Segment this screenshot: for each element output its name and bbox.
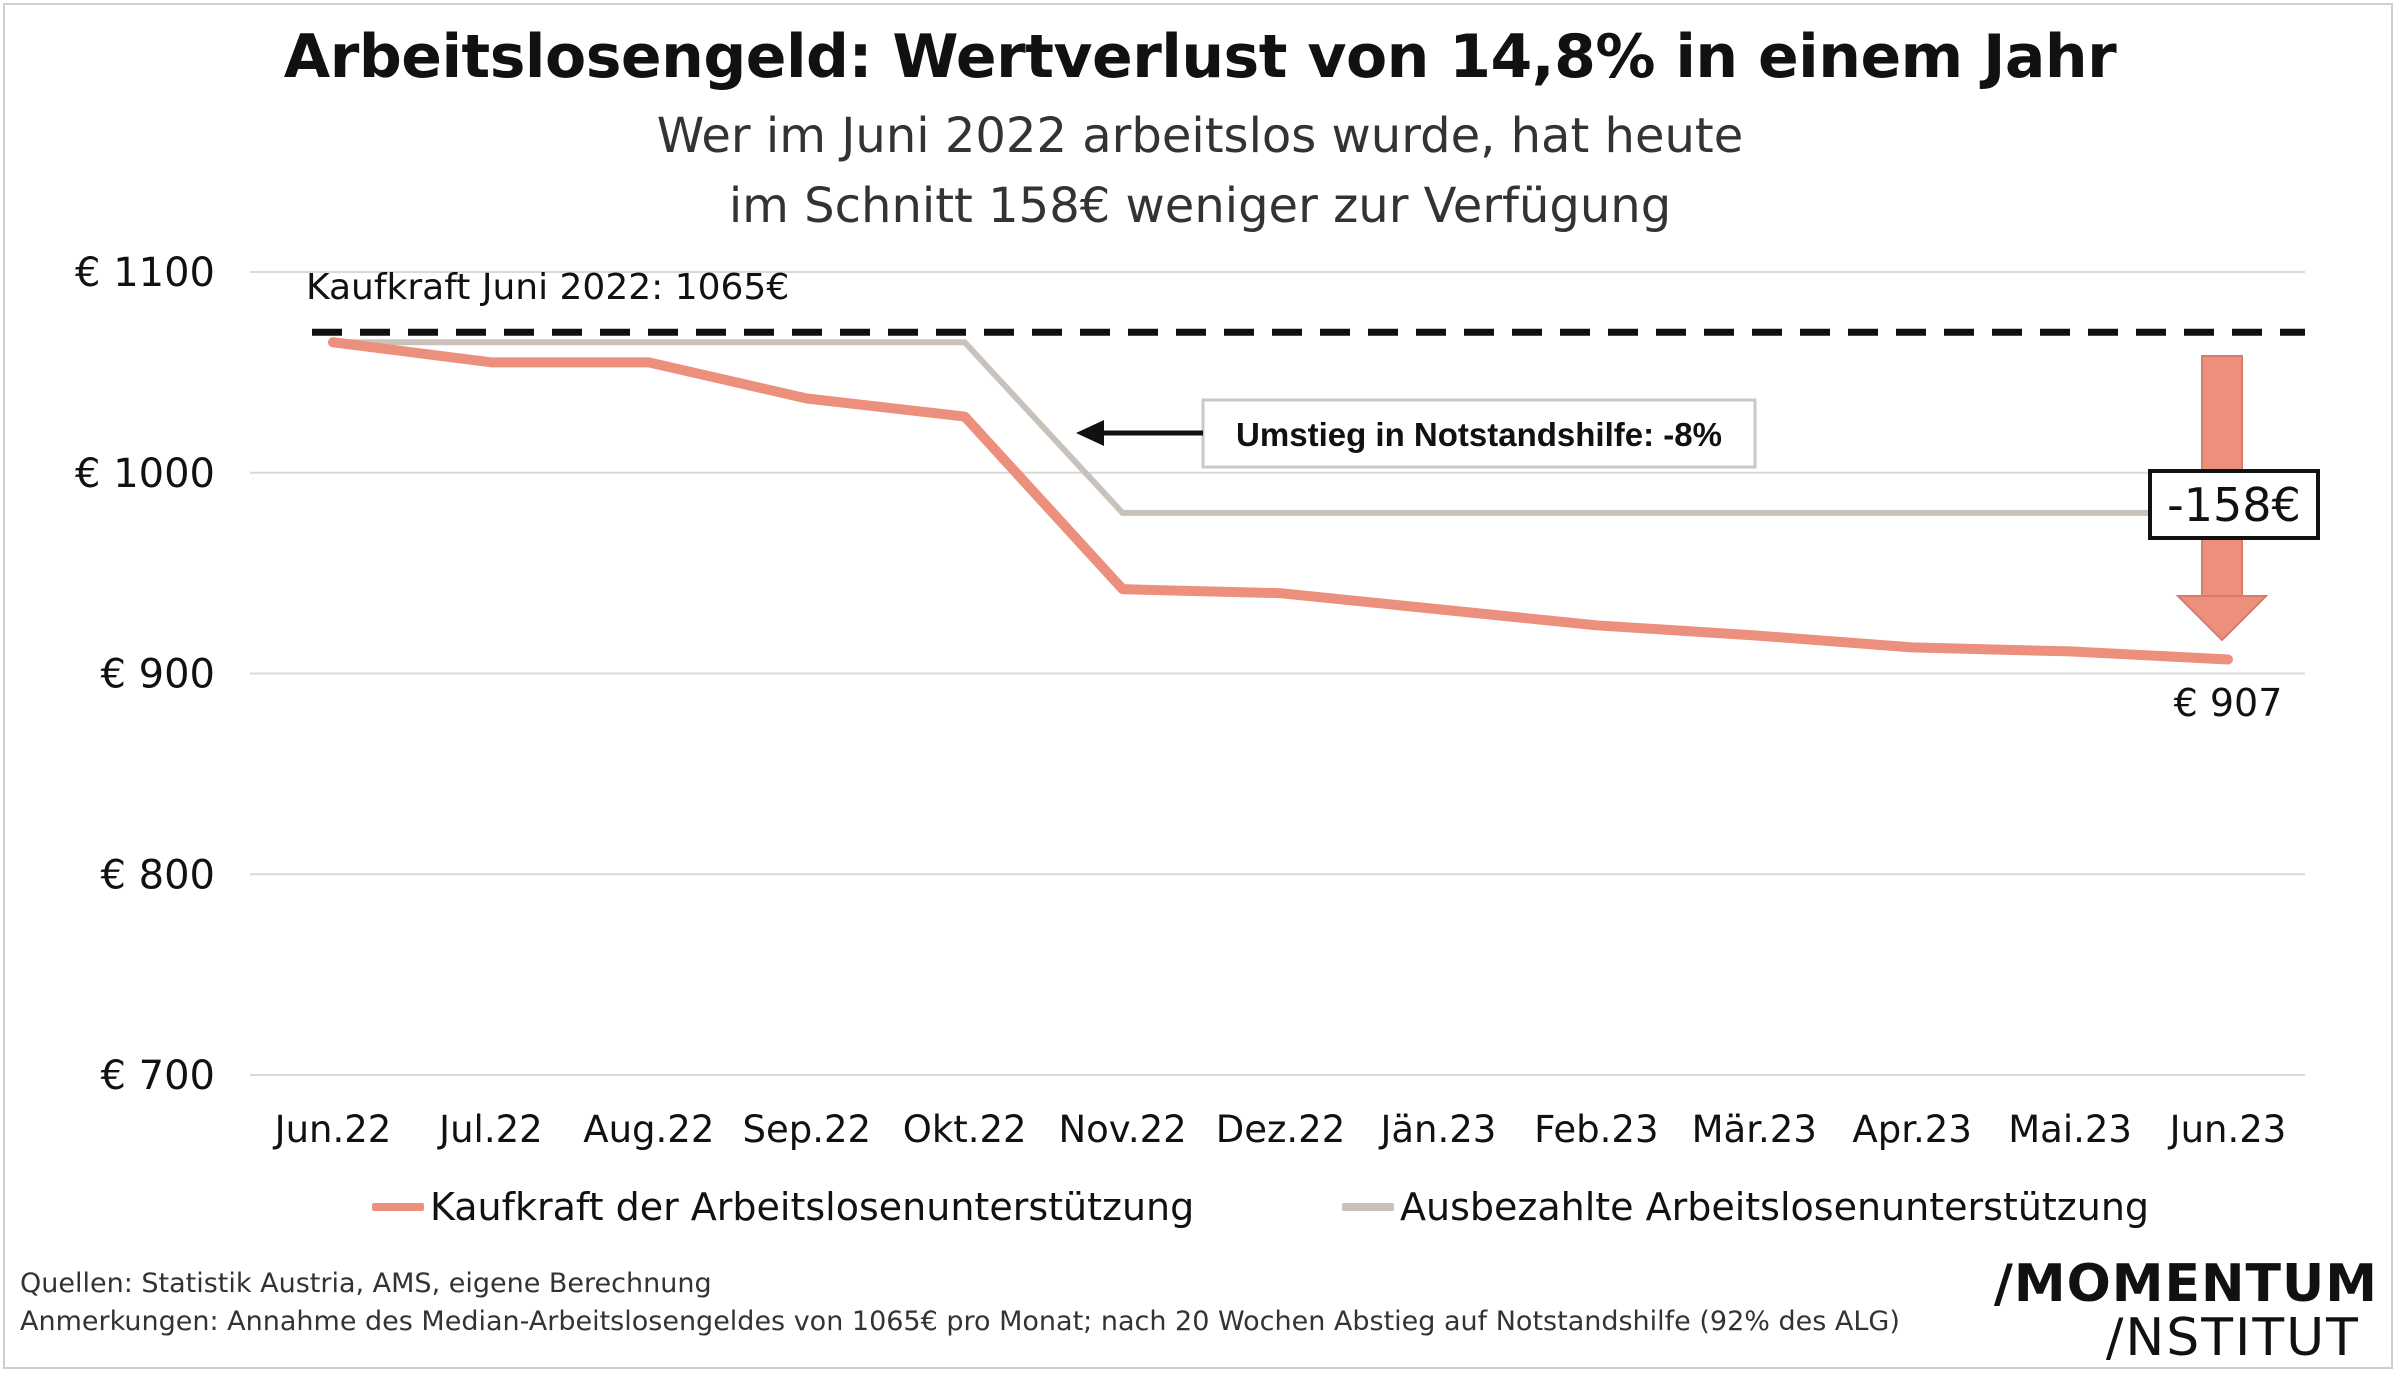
x-tick-label: Mai.23 [2008, 1108, 2132, 1151]
x-tick-label: Apr.23 [1852, 1108, 1971, 1151]
chart-subtitle-line2: im Schnitt 158€ weniger zur Verfügung [728, 178, 1672, 234]
series-line-kaufkraft [328, 337, 2233, 665]
x-tick-label: Okt.22 [903, 1108, 1027, 1151]
logo-line2: /NSTITUT [2105, 1308, 2360, 1368]
chart-frame [3, 3, 2393, 1369]
chart-title: Arbeitslosengeld: Wertverlust von 14,8% … [283, 22, 2117, 92]
footer-sources: Quellen: Statistik Austria, AMS, eigene … [20, 1268, 712, 1299]
difference-label-box [2148, 469, 2320, 540]
y-tick-label: € 1000 [75, 451, 215, 497]
x-tick-label: Jun.22 [273, 1108, 392, 1151]
x-tick-label: Jän.23 [1378, 1108, 1496, 1151]
logo-line1: /MOMENTUM [1993, 1254, 2378, 1314]
legend-swatch-ausbezahlt [1342, 1203, 1394, 1211]
momentum-logo: /MOMENTUM /NSTITUT [1994, 1258, 2378, 1366]
x-tick-label: Aug.22 [583, 1108, 714, 1151]
difference-label: -158€ [2167, 478, 2301, 532]
reference-line-label: Kaufkraft Juni 2022: 1065€ [306, 267, 789, 308]
x-tick-label: Sep.22 [742, 1108, 871, 1151]
notstand-annotation-text: Umstieg in Notstandshilfe: -8% [1236, 416, 1722, 453]
x-tick-label: Feb.23 [1534, 1108, 1658, 1151]
x-tick-label: Nov.22 [1058, 1108, 1186, 1151]
legend-label-kaufkraft: Kaufkraft der Arbeitslosenunterstützung [430, 1185, 1195, 1229]
footer-notes: Anmerkungen: Annahme des Median-Arbeitsl… [20, 1306, 1900, 1337]
legend-item-kaufkraft: Kaufkraft der Arbeitslosenunterstützung [372, 1185, 1194, 1229]
x-tick-label: Jun.23 [2168, 1108, 2287, 1151]
y-tick-label: € 700 [100, 1053, 215, 1099]
series-line-ausbezahlt [330, 339, 2231, 516]
y-tick-label: € 800 [100, 852, 215, 898]
difference-arrow-head [2175, 595, 2269, 642]
chart-subtitle-line1: Wer im Juni 2022 arbeitslos wurde, hat h… [656, 108, 1744, 164]
legend-item-ausbezahlt: Ausbezahlte Arbeitslosenunterstützung [1342, 1185, 2149, 1229]
legend-label-ausbezahlt: Ausbezahlte Arbeitslosenunterstützung [1400, 1185, 2150, 1229]
x-tick-label: Mär.23 [1692, 1108, 1817, 1151]
x-tick-label: Jul.22 [437, 1108, 542, 1151]
x-tick-label: Dez.22 [1216, 1108, 1346, 1151]
notstand-arrow-head [1076, 420, 1104, 446]
y-tick-label: € 900 [100, 652, 215, 698]
notstand-annotation-box [1201, 398, 1757, 469]
y-tick-label: € 1100 [75, 250, 215, 296]
legend-swatch-kaufkraft [372, 1203, 424, 1211]
end-value-label: € 907 [2174, 681, 2283, 725]
